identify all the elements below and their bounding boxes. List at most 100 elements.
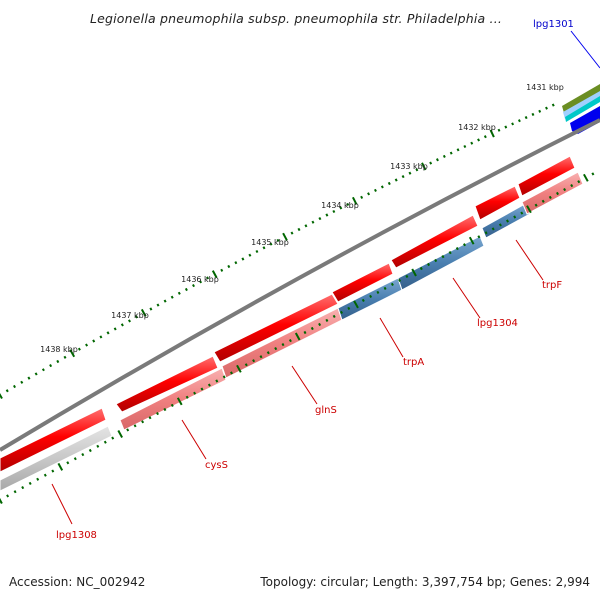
outer-ring-tick <box>106 331 110 335</box>
inner-ring-tick <box>266 351 270 355</box>
inner-ring-tick <box>163 407 167 412</box>
leader-line-lpg1308 <box>51 483 73 525</box>
outer-ring-tick <box>163 299 167 303</box>
gene-label-glnS: glnS <box>315 405 337 416</box>
inner-ring-tick <box>563 188 567 192</box>
gene-label-lpg1308: lpg1308 <box>56 530 97 541</box>
inner-ring-tick <box>148 416 152 420</box>
gene-forward-trpA <box>331 262 394 303</box>
gene-forward-next <box>517 155 576 197</box>
inner-ring-tick <box>318 322 322 327</box>
inner-ring-tick <box>51 469 55 473</box>
inner-ring-tick <box>57 462 64 471</box>
inner-ring-tick <box>193 391 197 395</box>
outer-ring-tick <box>49 364 53 368</box>
outer-ring-tick <box>128 319 131 323</box>
inner-ring-tick <box>294 332 301 341</box>
inner-ring-tick <box>244 363 248 367</box>
outer-ring-tick <box>524 115 528 120</box>
inner-ring-tick <box>534 203 538 207</box>
outer-ring-tick <box>149 307 153 311</box>
outer-ring-tick <box>56 359 60 364</box>
outer-ring-tick <box>545 106 548 110</box>
outer-ring-tick <box>276 238 280 242</box>
inner-ring-tick <box>441 254 445 259</box>
inner-ring-tick <box>498 223 502 227</box>
outer-ring-tick <box>120 323 124 327</box>
outer-ring-tick <box>429 161 433 165</box>
reverse-strand-track <box>0 171 584 492</box>
outer-ring-tick <box>401 175 405 179</box>
outer-ring-tick <box>551 103 555 107</box>
inner-ring-tick <box>484 231 488 235</box>
outer-ring-tick <box>517 119 521 123</box>
outer-ring-tick <box>184 287 188 292</box>
inner-ring-tick <box>6 494 10 498</box>
outer-ring-tick <box>352 196 358 205</box>
outer-ring-tick <box>360 195 364 199</box>
inner-ring-tick <box>556 191 559 196</box>
gene-reverse-cysS <box>119 367 227 431</box>
inner-ring-tick <box>376 290 380 294</box>
inner-ring-tick <box>43 473 47 477</box>
gene-reverse-lpg1304 <box>397 235 485 291</box>
outer-ring-tick <box>20 380 24 384</box>
outer-ring-tick <box>380 185 384 189</box>
accession-text: Accession: NC_002942 <box>9 575 145 589</box>
inner-ring-tick <box>347 306 351 310</box>
outer-ring-tick <box>531 112 535 117</box>
gene-label-lpg1301: lpg1301 <box>533 19 574 30</box>
outer-ring-tick <box>477 138 481 142</box>
inner-ring-tick <box>200 387 204 391</box>
inner-ring-tick <box>303 330 307 335</box>
inner-ring-tick <box>427 262 430 267</box>
inner-ring-tick <box>281 343 285 347</box>
outer-ring-tick <box>206 276 210 280</box>
inner-ring-tick <box>66 461 70 465</box>
outer-ring-tick <box>332 209 336 214</box>
inner-ring-tick <box>468 236 475 245</box>
gene-forward-trpF <box>474 185 521 221</box>
inner-ring-tick <box>252 359 256 363</box>
inner-ring-tick <box>126 428 130 432</box>
outer-ring-tick <box>227 264 231 269</box>
inner-ring-tick <box>577 180 581 184</box>
kbp-label-1435: 1435 kbp <box>251 238 289 247</box>
outer-ring-tick <box>483 135 487 139</box>
outer-ring-tick <box>504 125 508 129</box>
inner-ring-tick <box>506 219 509 223</box>
feature-cyan <box>565 96 600 122</box>
gene-leader-lines <box>51 30 600 525</box>
gene-label-cysS: cysS <box>205 460 228 471</box>
outer-ring-tick <box>99 335 103 339</box>
outer-ring-tick <box>248 253 252 257</box>
inner-ring-tick <box>96 444 100 448</box>
inner-ring-tick <box>455 247 459 251</box>
outer-ring-tick <box>435 158 439 162</box>
inner-ring-tick <box>520 211 524 215</box>
kbp-label-1431: 1431 kbp <box>526 83 564 92</box>
outer-ring-tick <box>489 129 495 138</box>
outer-ring-tick <box>538 109 542 113</box>
feature-lightblue <box>563 91 600 119</box>
inner-ring-tick <box>117 430 123 438</box>
outer-ring-tick <box>304 224 308 228</box>
inner-ring-tick <box>448 250 452 255</box>
outer-ring-tick <box>421 162 427 171</box>
inner-ring-tick <box>340 310 343 314</box>
kbp-label-1432: 1432 kbp <box>458 123 496 132</box>
outer-ring-tick <box>77 347 81 351</box>
gene-forward-glnS <box>213 293 339 363</box>
outer-ring-tick <box>262 246 266 250</box>
outer-ring-tick <box>255 249 259 254</box>
outer-ring-tick <box>234 261 238 265</box>
inner-ring-tick <box>570 184 574 188</box>
inner-ring-tick <box>13 490 17 494</box>
outer-ring-tick <box>442 154 446 158</box>
outer-ring-tick <box>269 242 273 246</box>
outer-ring-tick <box>156 303 160 307</box>
outer-ring-tick <box>415 168 419 172</box>
leader-line-glnS <box>291 365 318 405</box>
inner-ring-tick <box>383 286 387 290</box>
map-title: Legionella pneumophila subsp. pneumophil… <box>90 11 502 26</box>
